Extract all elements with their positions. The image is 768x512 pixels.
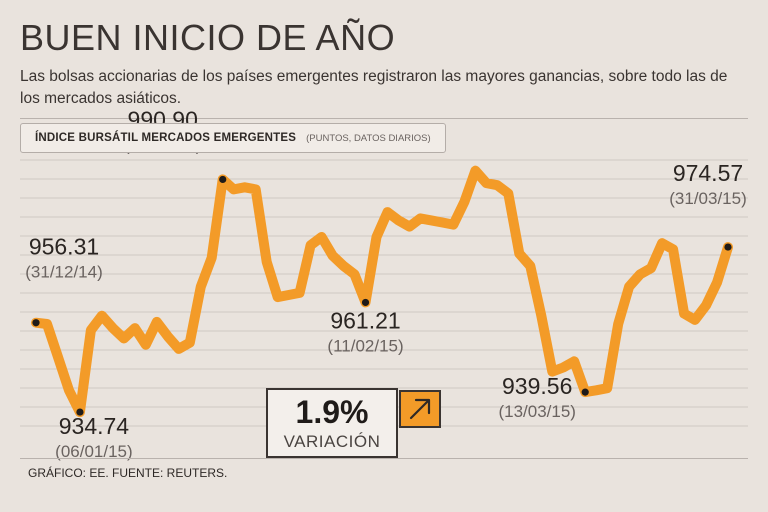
point-value-label: 974.57 bbox=[673, 160, 743, 186]
point-value-label: 939.56 bbox=[502, 373, 572, 399]
data-point-marker bbox=[219, 175, 227, 184]
point-value-label: 961.21 bbox=[330, 307, 400, 333]
data-point-marker bbox=[361, 298, 370, 307]
point-value-label: 934.74 bbox=[59, 413, 130, 439]
arrow-up-right-icon bbox=[399, 390, 441, 428]
header-divider bbox=[20, 118, 748, 119]
data-point-marker bbox=[581, 388, 589, 396]
chart-units: (PUNTOS, DATOS DIARIOS) bbox=[306, 132, 431, 144]
chart-grid bbox=[20, 159, 748, 427]
page-subtitle: Las bolsas accionarias de los países eme… bbox=[20, 68, 728, 107]
data-point-marker bbox=[724, 243, 732, 251]
chart-header: ÍNDICE BURSÁTIL MERCADOS EMERGENTES (PUN… bbox=[20, 123, 446, 153]
footer-divider bbox=[20, 458, 748, 459]
variation-label: VARIACIÓN bbox=[283, 432, 381, 451]
data-point-marker bbox=[32, 319, 40, 327]
point-value-label: 956.31 bbox=[29, 234, 99, 260]
point-date-label: (06/01/15) bbox=[55, 442, 133, 461]
annotated-points bbox=[32, 175, 732, 416]
point-date-label: (11/02/15) bbox=[327, 336, 403, 355]
data-point-marker bbox=[76, 408, 84, 416]
point-date-label: (13/03/15) bbox=[498, 402, 576, 421]
variation-box: 1.9% VARIACIÓN bbox=[266, 388, 398, 458]
page-title: BUEN INICIO DE AÑO bbox=[20, 17, 396, 58]
variation-value: 1.9% bbox=[295, 394, 369, 430]
point-date-label: (31/03/15) bbox=[669, 189, 747, 208]
chart-title: ÍNDICE BURSÁTIL MERCADOS EMERGENTES bbox=[35, 132, 297, 144]
source-footer: GRÁFICO: EE. FUENTE: REUTERS. bbox=[28, 466, 228, 480]
index-series-line bbox=[31, 165, 733, 418]
point-date-label: (31/12/14) bbox=[25, 263, 103, 282]
